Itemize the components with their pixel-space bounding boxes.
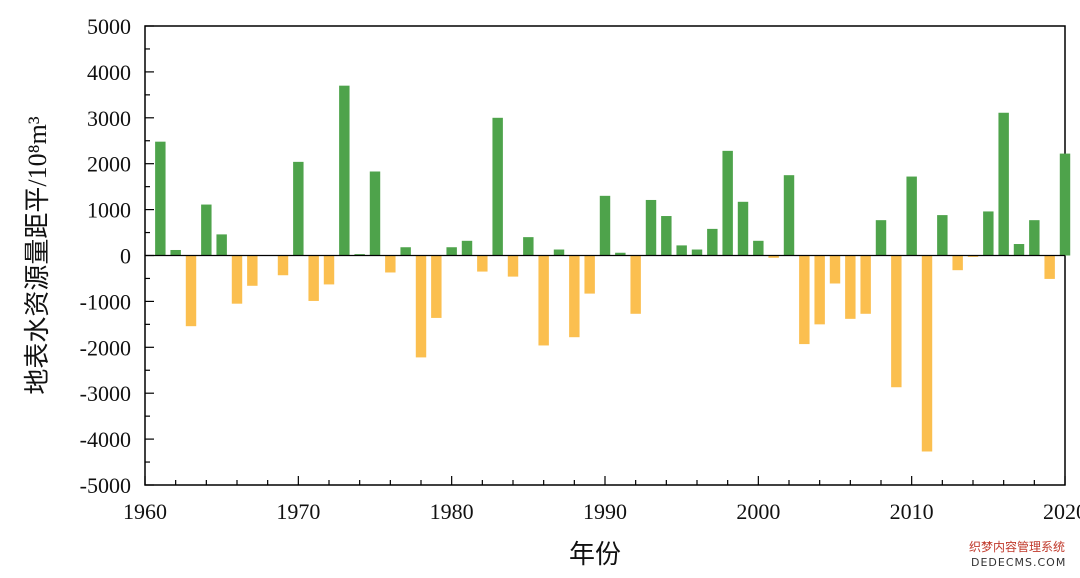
y-tick-label: -4000	[80, 427, 131, 452]
bar-2005	[829, 255, 841, 284]
bar-1987	[553, 249, 565, 256]
bar-1972	[323, 255, 335, 285]
y-tick-label: 4000	[87, 60, 131, 85]
bar-2012	[937, 215, 948, 256]
bar-1994	[661, 216, 672, 256]
bar-1988	[569, 255, 580, 338]
bar-2009	[891, 255, 902, 388]
bar-1969	[277, 255, 289, 276]
bar-1961	[155, 141, 166, 256]
bar-1992	[630, 255, 641, 314]
bar-1970	[293, 161, 304, 256]
bar-1975	[369, 171, 381, 256]
bar-1977	[400, 247, 411, 256]
y-tick-label: -2000	[80, 335, 131, 360]
bar-1991	[615, 252, 626, 256]
y-tick-label: -3000	[80, 381, 131, 406]
bar-1963	[185, 255, 197, 327]
bar-2000	[753, 240, 764, 256]
bar-1965	[216, 234, 227, 256]
bar-1995	[676, 245, 687, 256]
bar-1978	[415, 255, 427, 358]
bar-2018	[1029, 220, 1040, 256]
x-tick-label: 1970	[276, 499, 320, 524]
bar-1962	[170, 249, 181, 256]
bar-1996	[691, 249, 703, 256]
bar-1966	[231, 255, 243, 304]
bar-2010	[906, 176, 917, 256]
x-tick-label: 1990	[583, 499, 627, 524]
bar-2008	[875, 220, 887, 256]
y-tick-label: 3000	[87, 106, 131, 131]
bar-1983	[492, 117, 503, 256]
x-axis-title: 年份	[569, 540, 621, 569]
bar-1967	[247, 255, 258, 286]
bar-2017	[1013, 244, 1025, 256]
bar-2003	[799, 255, 810, 345]
x-ticks-group: 1960 1970 1980 1990 2000 2010 2020	[123, 476, 1080, 524]
x-tick-label: 2000	[736, 499, 780, 524]
bars-group	[155, 85, 1071, 452]
bar-1989	[584, 255, 595, 294]
bar-2013	[952, 255, 963, 271]
y-tick-label: -1000	[80, 289, 131, 314]
bar-1998	[722, 150, 733, 256]
bar-2007	[860, 255, 871, 314]
bar-1973	[339, 85, 350, 256]
bar-2014	[967, 255, 979, 257]
bar-1993	[645, 199, 657, 256]
y-tick-label: 2000	[87, 152, 131, 177]
bar-2020	[1059, 153, 1071, 256]
x-tick-label: 2010	[890, 499, 934, 524]
y-tick-label: 5000	[87, 14, 131, 39]
bar-2019	[1044, 255, 1055, 279]
bar-1984	[507, 255, 519, 277]
bar-2006	[845, 255, 856, 319]
bar-1982	[477, 255, 488, 272]
bar-1980	[446, 247, 457, 256]
bar-1974	[354, 254, 365, 256]
y-tick-label: 1000	[87, 198, 131, 223]
bar-1999	[737, 201, 749, 256]
watermark-line2: DEDECMS.COM	[971, 556, 1066, 569]
bar-2016	[998, 112, 1009, 256]
bar-2015	[983, 211, 994, 256]
bar-1976	[385, 255, 396, 273]
bar-1986	[538, 255, 549, 346]
bar-2011	[921, 255, 933, 452]
bar-1990	[599, 195, 611, 256]
bar-1964	[201, 204, 212, 256]
bar-2001	[768, 255, 779, 258]
watermark-line1: 织梦内容管理系统	[969, 539, 1065, 554]
y-axis-title: 地表水资源量距平/10⁸m³	[23, 116, 52, 395]
bar-1985	[523, 237, 534, 256]
x-tick-label: 1960	[123, 499, 167, 524]
y-tick-label: -5000	[80, 473, 131, 498]
y-ticks-group: -5000 -4000 -3000 -2000 -1000 0 1000 2000 3000 40…	[80, 14, 154, 498]
bar-2002	[783, 175, 795, 256]
bar-1971	[308, 255, 319, 301]
bar-2004	[814, 255, 825, 325]
x-tick-label: 1980	[430, 499, 474, 524]
bar-1997	[707, 228, 718, 256]
y-tick-label: 0	[120, 244, 131, 269]
x-tick-label: 2020	[1043, 499, 1080, 524]
bar-1981	[461, 240, 473, 256]
bar-1979	[431, 255, 442, 318]
